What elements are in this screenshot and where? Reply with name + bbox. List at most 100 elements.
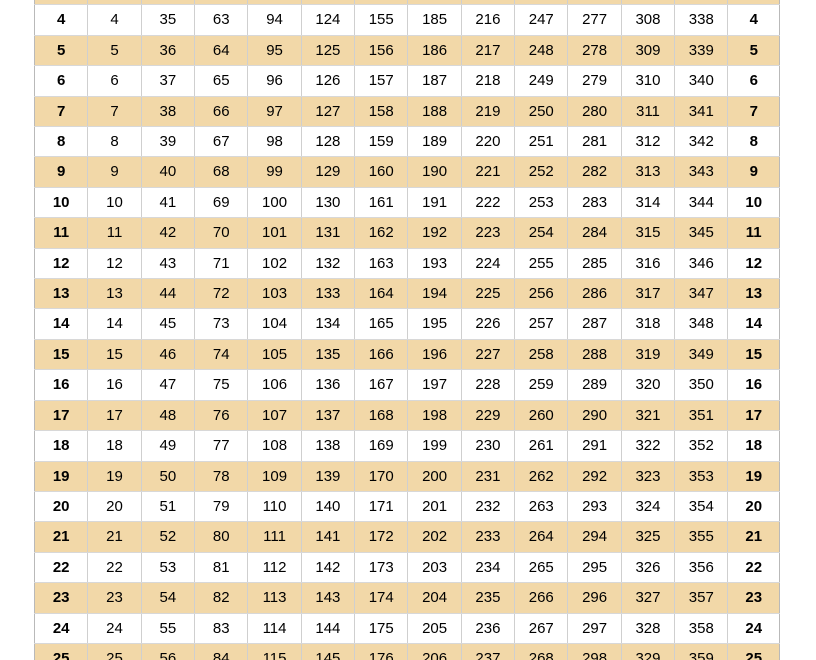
- day-index-cell[interactable]: 21: [727, 521, 780, 553]
- day-index-cell[interactable]: 22: [34, 552, 89, 584]
- day-index-cell[interactable]: 14: [727, 308, 780, 340]
- day-index-cell[interactable]: 24: [34, 613, 89, 644]
- day-index-cell[interactable]: 3: [727, 0, 780, 6]
- day-of-year-cell[interactable]: 176: [354, 643, 409, 660]
- day-of-year-cell[interactable]: 23: [87, 582, 142, 614]
- day-of-year-cell[interactable]: 263: [514, 491, 569, 523]
- day-of-year-cell[interactable]: 260: [514, 400, 569, 432]
- day-of-year-cell[interactable]: 34: [141, 0, 196, 6]
- day-of-year-cell[interactable]: 7: [87, 96, 142, 128]
- day-of-year-cell[interactable]: 253: [514, 187, 569, 219]
- day-index-cell[interactable]: 25: [34, 643, 89, 660]
- day-of-year-cell[interactable]: 162: [354, 217, 409, 249]
- day-index-cell[interactable]: 21: [34, 521, 89, 553]
- day-of-year-cell[interactable]: 12: [87, 248, 142, 280]
- day-of-year-cell[interactable]: 337: [674, 0, 729, 6]
- day-of-year-cell[interactable]: 322: [621, 430, 676, 462]
- day-of-year-cell[interactable]: 167: [354, 369, 409, 401]
- day-of-year-cell[interactable]: 268: [514, 643, 569, 660]
- day-of-year-cell[interactable]: 132: [301, 248, 356, 280]
- day-of-year-cell[interactable]: 220: [461, 126, 516, 158]
- day-of-year-cell[interactable]: 20: [87, 491, 142, 523]
- day-of-year-cell[interactable]: 174: [354, 582, 409, 614]
- day-of-year-cell[interactable]: 198: [407, 400, 462, 432]
- day-of-year-cell[interactable]: 6: [87, 65, 142, 97]
- day-of-year-cell[interactable]: 338: [674, 4, 729, 36]
- day-of-year-cell[interactable]: 297: [567, 613, 622, 644]
- day-of-year-cell[interactable]: 99: [247, 156, 302, 188]
- day-of-year-cell[interactable]: 124: [301, 4, 356, 36]
- day-of-year-cell[interactable]: 80: [194, 521, 249, 553]
- day-of-year-cell[interactable]: 353: [674, 461, 729, 492]
- day-of-year-cell[interactable]: 236: [461, 613, 516, 644]
- day-of-year-cell[interactable]: 71: [194, 248, 249, 280]
- table-row[interactable]: 20 20 51 79 110 140 171 201 232 263 293 324 354 20: [34, 491, 780, 523]
- table-row[interactable]: 9 9 40 68 99 129 160 190 221 252 282 313 343 9: [34, 156, 780, 188]
- day-of-year-cell[interactable]: 341: [674, 96, 729, 128]
- day-of-year-cell[interactable]: 356: [674, 552, 729, 584]
- day-of-year-cell[interactable]: 62: [194, 0, 249, 6]
- day-of-year-cell[interactable]: 344: [674, 187, 729, 219]
- day-of-year-cell[interactable]: 285: [567, 248, 622, 280]
- table-row[interactable]: 14 14 45 73 104 134 165 195 226 257 287 318 348 14: [34, 308, 780, 340]
- day-of-year-cell[interactable]: 155: [354, 4, 409, 36]
- day-of-year-cell[interactable]: 224: [461, 248, 516, 280]
- day-index-cell[interactable]: 5: [727, 35, 780, 67]
- day-index-cell[interactable]: 15: [727, 339, 780, 371]
- day-of-year-cell[interactable]: 21: [87, 521, 142, 553]
- day-index-cell[interactable]: 11: [727, 217, 780, 249]
- day-of-year-cell[interactable]: 9: [87, 156, 142, 188]
- day-of-year-cell[interactable]: 230: [461, 430, 516, 462]
- day-of-year-cell[interactable]: 293: [567, 491, 622, 523]
- day-of-year-cell[interactable]: 75: [194, 369, 249, 401]
- day-of-year-cell[interactable]: 246: [514, 0, 569, 6]
- day-of-year-cell[interactable]: 163: [354, 248, 409, 280]
- day-of-year-cell[interactable]: 327: [621, 582, 676, 614]
- day-of-year-cell[interactable]: 168: [354, 400, 409, 432]
- day-of-year-cell[interactable]: 237: [461, 643, 516, 660]
- day-index-cell[interactable]: 19: [34, 461, 89, 492]
- day-of-year-cell[interactable]: 136: [301, 369, 356, 401]
- day-of-year-cell[interactable]: 173: [354, 552, 409, 584]
- day-index-cell[interactable]: 14: [34, 308, 89, 340]
- day-of-year-cell[interactable]: 254: [514, 217, 569, 249]
- day-of-year-cell[interactable]: 235: [461, 582, 516, 614]
- day-of-year-cell[interactable]: 66: [194, 96, 249, 128]
- day-of-year-cell[interactable]: 143: [301, 582, 356, 614]
- day-of-year-cell[interactable]: 5: [87, 35, 142, 67]
- day-index-cell[interactable]: 16: [34, 369, 89, 401]
- day-of-year-cell[interactable]: 160: [354, 156, 409, 188]
- day-of-year-cell[interactable]: 276: [567, 0, 622, 6]
- day-index-cell[interactable]: 10: [34, 187, 89, 219]
- day-of-year-cell[interactable]: 256: [514, 278, 569, 310]
- day-of-year-cell[interactable]: 281: [567, 126, 622, 158]
- day-of-year-cell[interactable]: 43: [141, 248, 196, 280]
- day-of-year-cell[interactable]: 223: [461, 217, 516, 249]
- day-of-year-cell[interactable]: 95: [247, 35, 302, 67]
- day-of-year-cell[interactable]: 82: [194, 582, 249, 614]
- day-of-year-cell[interactable]: 3: [87, 0, 142, 6]
- day-of-year-cell[interactable]: 171: [354, 491, 409, 523]
- day-of-year-cell[interactable]: 25: [87, 643, 142, 660]
- day-of-year-cell[interactable]: 14: [87, 308, 142, 340]
- day-of-year-cell[interactable]: 288: [567, 339, 622, 371]
- day-index-cell[interactable]: 19: [727, 461, 780, 492]
- day-of-year-cell[interactable]: 175: [354, 613, 409, 644]
- day-index-cell[interactable]: 4: [727, 4, 780, 36]
- day-of-year-cell[interactable]: 287: [567, 308, 622, 340]
- day-of-year-cell[interactable]: 170: [354, 461, 409, 492]
- day-index-cell[interactable]: 9: [727, 156, 780, 188]
- day-of-year-cell[interactable]: 277: [567, 4, 622, 36]
- day-of-year-cell[interactable]: 247: [514, 4, 569, 36]
- day-of-year-cell[interactable]: 321: [621, 400, 676, 432]
- day-of-year-cell[interactable]: 315: [621, 217, 676, 249]
- day-of-year-cell[interactable]: 324: [621, 491, 676, 523]
- day-of-year-cell[interactable]: 225: [461, 278, 516, 310]
- day-of-year-cell[interactable]: 113: [247, 582, 302, 614]
- day-of-year-cell[interactable]: 39: [141, 126, 196, 158]
- day-index-cell[interactable]: 4: [34, 4, 89, 36]
- day-of-year-cell[interactable]: 298: [567, 643, 622, 660]
- day-of-year-cell[interactable]: 248: [514, 35, 569, 67]
- day-of-year-cell[interactable]: 217: [461, 35, 516, 67]
- day-of-year-cell[interactable]: 289: [567, 369, 622, 401]
